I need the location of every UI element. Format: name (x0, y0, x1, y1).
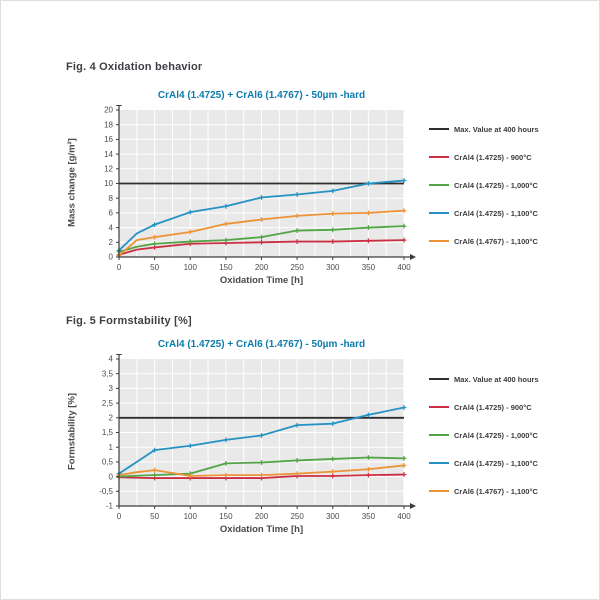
legend-label: CrAl6 (1.4767) - 1,100°C (454, 236, 538, 246)
y-tick-label: 2 (109, 414, 114, 423)
legend-label: CrAl4 (1.4725) - 1,100°C (454, 208, 538, 218)
x-tick-label: 300 (326, 512, 340, 521)
fig5-heading: Fig. 5 Formstability [%] (66, 315, 192, 327)
legend-item: CrAl4 (1.4725) - 1,100°C (429, 449, 547, 477)
y-tick-label: 20 (104, 106, 113, 115)
fig4-heading: Fig. 4 Oxidation behavior (66, 61, 203, 73)
x-tick-label: 250 (290, 512, 304, 521)
x-tick-label: 50 (150, 512, 159, 521)
y-tick-label: 18 (104, 120, 113, 129)
legend-line-swatch (429, 406, 449, 408)
legend-line-swatch (429, 490, 449, 492)
fig5-x-axis-label: Oxidation Time [h] (219, 524, 304, 535)
fig5-legend: Max. Value at 400 hours CrAl4 (1.4725) - … (429, 365, 547, 505)
x-axis-arrow (410, 254, 416, 260)
legend-line-swatch (429, 378, 449, 380)
legend-line-swatch (429, 156, 449, 158)
series-line (118, 464, 405, 477)
y-tick-label: 0,5 (102, 458, 114, 467)
y-tick-label: 2,5 (102, 399, 114, 408)
y-axis-arrow (116, 105, 122, 106)
y-tick-label: 0 (109, 472, 114, 481)
fig4-y-axis-label: Mass change [g/m²] (66, 138, 78, 227)
x-tick-label: 100 (184, 512, 198, 521)
x-tick-label: 150 (219, 512, 233, 521)
series-line (118, 456, 405, 478)
x-tick-label: 50 (150, 263, 159, 272)
y-tick-label: 1 (109, 443, 114, 452)
y-tick-label: 4 (109, 355, 114, 364)
x-axis-arrow (410, 503, 416, 509)
legend-item: CrAl4 (1.4725) - 1,100°C (429, 199, 547, 227)
y-tick-label: 12 (104, 165, 113, 174)
y-tick-label: 3 (109, 384, 114, 393)
legend-label: CrAl4 (1.4725) - 1,000°C (454, 180, 538, 190)
y-tick-label: 6 (109, 209, 114, 218)
x-tick-label: 0 (117, 512, 122, 521)
x-tick-label: 150 (219, 263, 233, 272)
x-tick-label: 300 (326, 263, 340, 272)
x-tick-label: 400 (397, 512, 411, 521)
legend-item: CrAl6 (1.4767) - 1,100°C (429, 227, 547, 255)
series-line (118, 179, 405, 252)
legend-line-swatch (429, 212, 449, 214)
x-tick-label: 350 (362, 263, 376, 272)
y-tick-label: 3,5 (102, 369, 114, 378)
y-tick-label: 8 (109, 194, 114, 203)
series-line (118, 406, 405, 475)
fig5-plot: 0 50 100 150 200 250 300 350 400 -1 -0,5 0 0,5 1 1,5 2 2… (99, 354, 416, 521)
legend-line-swatch (429, 128, 449, 130)
x-tick-label: 200 (255, 512, 269, 521)
y-tick-label: 1,5 (102, 428, 114, 437)
legend-line-swatch (429, 434, 449, 436)
fig4-x-axis-label: Oxidation Time [h] (219, 275, 304, 286)
fig4-chart: CrAl4 (1.4725) + CrAl6 (1.4767) - 50µm -… (61, 85, 421, 297)
legend-item: CrAl4 (1.4725) - 900°C (429, 143, 547, 171)
x-tick-label: 250 (290, 263, 304, 272)
series-line (118, 473, 405, 479)
legend-label: Max. Value at 400 hours (454, 374, 539, 384)
y-tick-label: 0 (109, 253, 114, 262)
legend-item: Max. Value at 400 hours (429, 115, 547, 143)
y-tick-label: -1 (106, 502, 114, 511)
fig4-plot: 0 50 100 150 200 250 300 350 400 0 2 4 6 8 10 12 14 16 18 2… (104, 105, 416, 272)
legend-item: CrAl4 (1.4725) - 1,000°C (429, 421, 547, 449)
legend-label: CrAl4 (1.4725) - 900°C (454, 152, 532, 162)
fig5-y-axis-label: Formstability [%] (66, 392, 78, 471)
legend-label: CrAl6 (1.4767) - 1,100°C (454, 486, 538, 496)
y-tick-label: 2 (109, 238, 114, 247)
legend-label: CrAl4 (1.4725) - 1,100°C (454, 458, 538, 468)
legend-label: CrAl4 (1.4725) - 1,000°C (454, 430, 538, 440)
fig5-chart-title: CrAl4 (1.4725) + CrAl6 (1.4767) - 50µm -… (157, 339, 366, 350)
legend-label: CrAl4 (1.4725) - 900°C (454, 402, 532, 412)
x-tick-label: 100 (184, 263, 198, 272)
series-line (118, 209, 405, 257)
y-tick-label: 14 (104, 150, 113, 159)
y-tick-label: -0,5 (99, 487, 113, 496)
x-tick-label: 350 (362, 512, 376, 521)
fig4-legend: Max. Value at 400 hours CrAl4 (1.4725) - … (429, 115, 547, 255)
series-line (118, 239, 405, 256)
y-tick-label: 4 (109, 223, 114, 232)
legend-line-swatch (429, 184, 449, 186)
fig5-chart: CrAl4 (1.4725) + CrAl6 (1.4767) - 50µm -… (61, 334, 421, 546)
x-tick-label: 200 (255, 263, 269, 272)
series-line (118, 225, 405, 253)
fig4-chart-title: CrAl4 (1.4725) + CrAl6 (1.4767) - 50µm -… (157, 90, 366, 101)
legend-line-swatch (429, 240, 449, 242)
x-tick-label: 400 (397, 263, 411, 272)
legend-item: CrAl4 (1.4725) - 900°C (429, 393, 547, 421)
legend-line-swatch (429, 462, 449, 464)
x-tick-label: 0 (117, 263, 122, 272)
y-axis-arrow (116, 354, 122, 355)
legend-item: Max. Value at 400 hours (429, 365, 547, 393)
legend-item: CrAl6 (1.4767) - 1,100°C (429, 477, 547, 505)
y-tick-label: 10 (104, 179, 113, 188)
legend-label: Max. Value at 400 hours (454, 124, 539, 134)
y-tick-label: 16 (104, 135, 113, 144)
legend-item: CrAl4 (1.4725) - 1,000°C (429, 171, 547, 199)
